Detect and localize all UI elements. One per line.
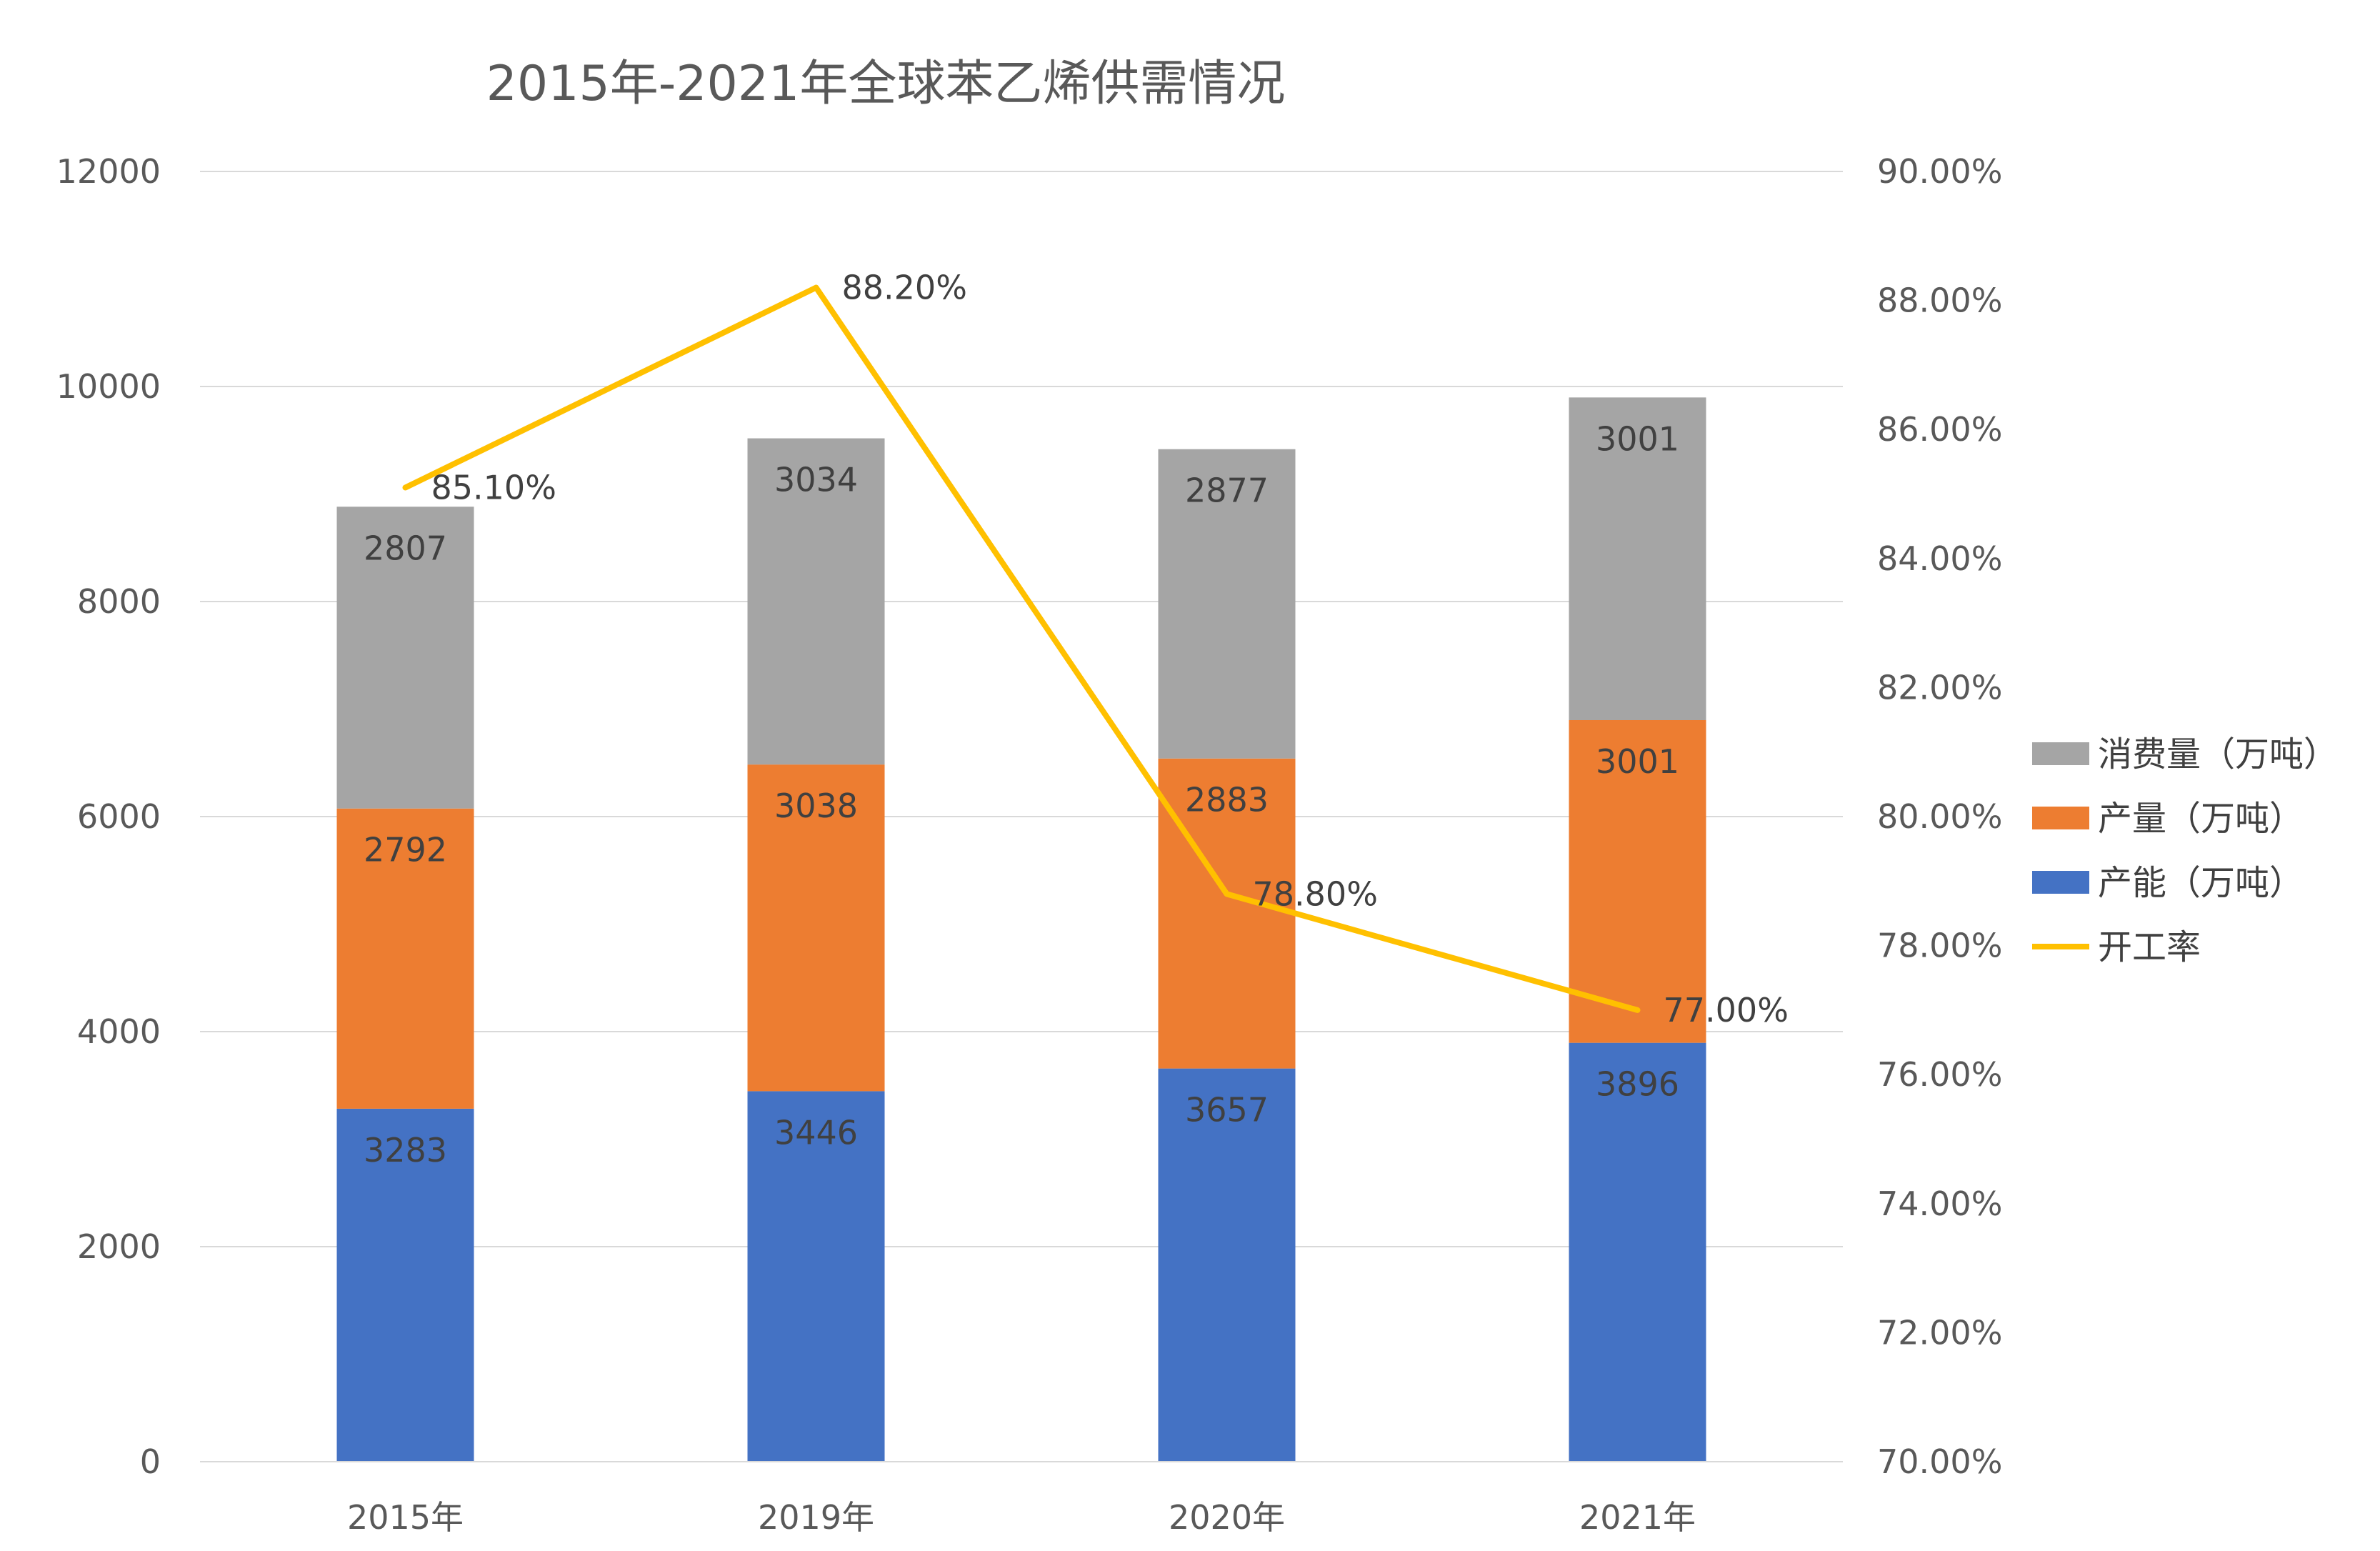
legend-label: 消费量（万吨） (2098, 734, 2338, 774)
right-tick-label: 86.00% (1877, 410, 2002, 449)
bar-segment (1158, 1068, 1296, 1462)
line-series: 85.10% 88.20% 78.80% 77.00% (402, 269, 1789, 1029)
legend-label: 产量（万吨） (2098, 799, 2304, 839)
bar-segment (747, 1091, 885, 1462)
bar-segment (1158, 449, 1296, 759)
bar-segment (336, 808, 474, 1109)
bar-data-label: 2883 (1185, 781, 1269, 819)
bar-segment (747, 764, 885, 1092)
legend-label: 开工率 (2098, 927, 2201, 967)
left-axis: 0 2000 4000 6000 8000 10000 12000 (56, 152, 161, 1481)
bars: 3283 2792 2807 3446 3038 3034 3657 2883 2877 3896… (336, 397, 1706, 1462)
x-tick-label: 2020年 (1169, 1498, 1285, 1537)
chart-title: 2015年-2021年全球苯乙烯供需情况 (486, 56, 1286, 112)
bar-data-label: 3446 (774, 1113, 858, 1152)
left-tick-label: 4000 (77, 1012, 161, 1051)
right-tick-label: 82.00% (1877, 668, 2002, 707)
left-tick-label: 2000 (77, 1227, 161, 1266)
right-tick-label: 88.00% (1877, 281, 2002, 320)
line-data-label: 77.00% (1664, 991, 1789, 1029)
left-tick-label: 12000 (56, 152, 161, 191)
right-tick-label: 90.00% (1877, 152, 2002, 191)
bar-segment (1569, 1042, 1706, 1462)
bar-segment (1158, 758, 1296, 1069)
line-point (1224, 892, 1229, 897)
left-tick-label: 8000 (77, 582, 161, 621)
bar-data-label: 3657 (1185, 1091, 1269, 1129)
right-tick-label: 84.00% (1877, 539, 2002, 578)
right-tick-label: 80.00% (1877, 797, 2002, 836)
bar-data-label: 3001 (1596, 419, 1679, 458)
line-point (814, 285, 819, 290)
bar-data-label: 2807 (364, 529, 447, 567)
x-tick-label: 2019年 (758, 1498, 874, 1537)
bar-segment (747, 438, 885, 765)
bar-data-label: 3038 (774, 787, 858, 825)
x-tick-label: 2021年 (1579, 1498, 1696, 1537)
right-tick-label: 76.00% (1877, 1055, 2002, 1094)
legend-swatch (2032, 742, 2089, 765)
right-tick-label: 74.00% (1877, 1185, 2002, 1223)
bar-data-label: 3896 (1596, 1065, 1679, 1104)
right-tick-label: 70.00% (1877, 1442, 2002, 1481)
legend-label: 产能（万吨） (2098, 863, 2304, 903)
bar-segment (336, 507, 474, 809)
right-axis: 70.00% 72.00% 74.00% 76.00% 78.00% 80.00% 82.0… (1877, 152, 2002, 1481)
left-tick-label: 0 (140, 1442, 161, 1481)
line-series-path (402, 284, 1641, 1013)
line-data-label: 85.10% (431, 468, 556, 507)
line-point (403, 485, 408, 490)
legend-swatch (2032, 807, 2089, 829)
bar-data-label: 3283 (364, 1131, 447, 1170)
line-point (1635, 1007, 1640, 1012)
legend: 消费量（万吨） 产量（万吨） 产能（万吨） 开工率 (2032, 734, 2338, 967)
x-axis: 2015年 2019年 2020年 2021年 (200, 1461, 1843, 1537)
x-tick-label: 2015年 (347, 1498, 464, 1537)
bar-data-label: 2792 (364, 831, 447, 869)
right-tick-label: 78.00% (1877, 927, 2002, 965)
right-tick-label: 72.00% (1877, 1313, 2002, 1352)
bar-data-label: 3001 (1596, 742, 1679, 781)
left-tick-label: 10000 (56, 367, 161, 406)
bar-segment (336, 1108, 474, 1462)
line-data-label: 88.20% (842, 269, 967, 307)
legend-swatch (2032, 871, 2089, 894)
line-data-label: 78.80% (1253, 874, 1378, 913)
bar-data-label: 2877 (1185, 472, 1269, 510)
bar-segment (1569, 397, 1706, 721)
bar-data-label: 3034 (774, 461, 858, 499)
bar-segment (1569, 720, 1706, 1043)
left-tick-label: 6000 (77, 797, 161, 836)
